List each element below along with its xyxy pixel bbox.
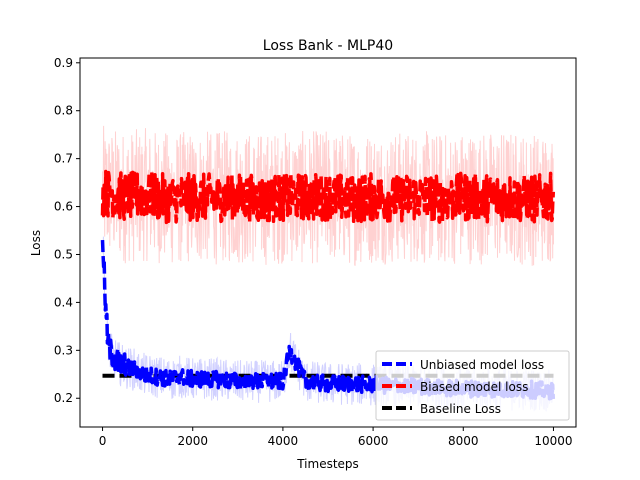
legend: Unbiased model loss Biased model loss Ba…	[375, 350, 570, 421]
x-tick-label-5: 10000	[534, 434, 572, 448]
y-tick-label-7: 0.9	[54, 56, 73, 70]
chart-title: Loss Bank - MLP40	[263, 38, 393, 54]
x-tick-label-4: 8000	[448, 434, 479, 448]
x-tick-label-2: 4000	[268, 434, 299, 448]
y-tick-label-4: 0.6	[54, 200, 73, 214]
y-tick-label-3: 0.5	[54, 247, 73, 261]
x-axis-title: Timesteps	[296, 457, 359, 471]
y-tick-label-2: 0.4	[54, 295, 73, 309]
y-tick-label-0: 0.2	[54, 391, 73, 405]
legend-label-biased: Biased model loss	[420, 380, 528, 394]
legend-box	[375, 350, 570, 421]
legend-label-baseline: Baseline Loss	[420, 402, 501, 416]
y-tick-label-6: 0.8	[54, 104, 73, 118]
x-tick-label-1: 2000	[177, 434, 208, 448]
x-axis: 0 2000 4000 6000 8000 10000	[99, 427, 573, 448]
y-axis: 0.2 0.3 0.4 0.5 0.6 0.7 0.8 0.9	[54, 56, 80, 405]
legend-label-unbiased: Unbiased model loss	[420, 358, 544, 372]
y-axis-title: Loss	[29, 230, 43, 256]
axes-frame	[79, 57, 577, 428]
x-tick-label-3: 6000	[358, 434, 389, 448]
y-tick-label-1: 0.3	[54, 343, 73, 357]
y-tick-label-5: 0.7	[54, 152, 73, 166]
x-tick-label-0: 0	[99, 434, 107, 448]
series-biased-model-loss	[100, 169, 556, 225]
